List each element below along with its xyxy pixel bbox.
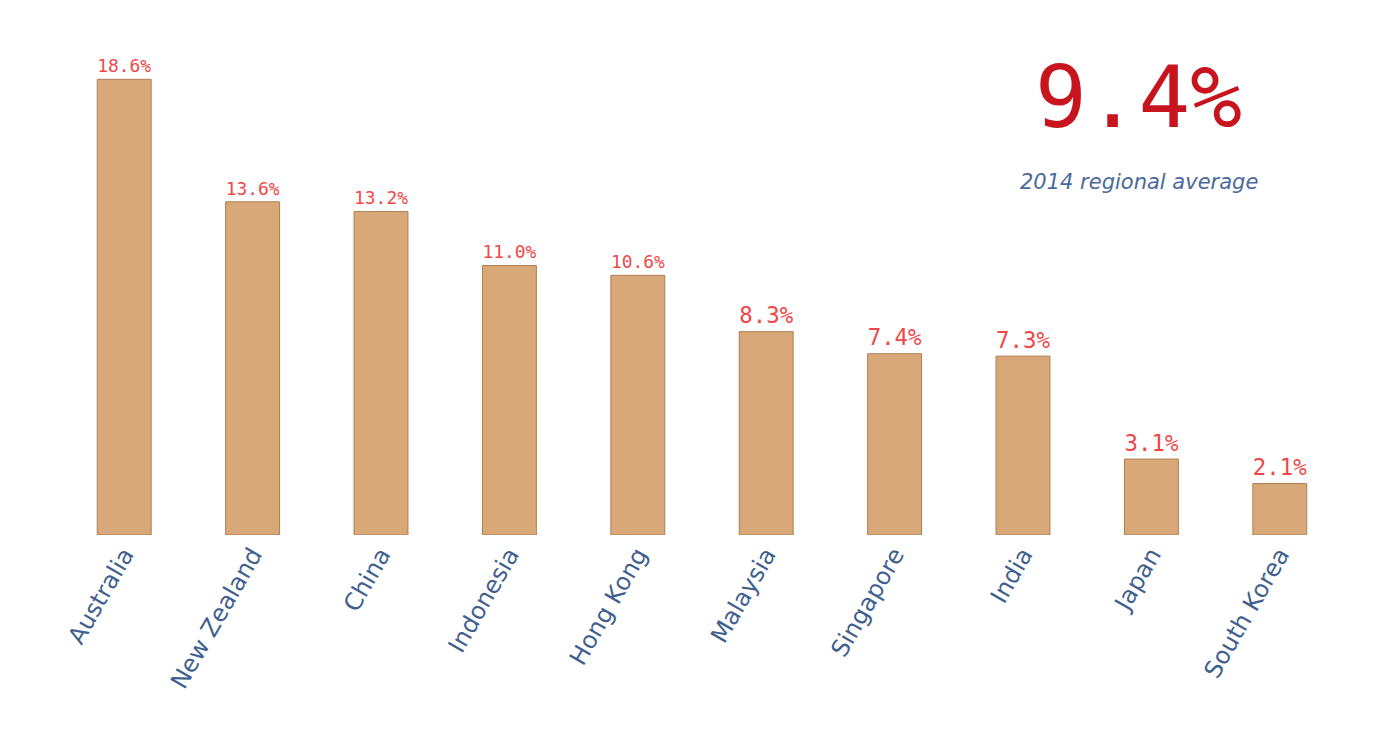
svg-text:13.6%: 13.6%: [226, 178, 280, 199]
svg-text:South Korea: South Korea: [1198, 543, 1295, 683]
svg-text:Singapore: Singapore: [825, 543, 910, 662]
svg-text:11.0%: 11.0%: [482, 241, 536, 262]
svg-text:2014 regional average: 2014 regional average: [1020, 170, 1258, 194]
svg-text:China: China: [338, 543, 397, 616]
svg-text:India: India: [985, 543, 1039, 608]
svg-text:Australia: Australia: [62, 543, 139, 649]
svg-text:Hong Kong: Hong Kong: [564, 543, 653, 670]
svg-text:10.6%: 10.6%: [611, 251, 665, 272]
svg-text:Indonesia: Indonesia: [443, 543, 525, 658]
svg-text:2.1%: 2.1%: [1253, 454, 1307, 480]
svg-text:7.3%: 7.3%: [996, 327, 1050, 353]
svg-text:9.4%: 9.4%: [1035, 47, 1242, 147]
svg-text:3.1%: 3.1%: [1124, 430, 1178, 456]
svg-text:Malaysia: Malaysia: [705, 543, 782, 648]
svg-text:13.2%: 13.2%: [354, 187, 408, 208]
svg-text:New Zealand: New Zealand: [165, 543, 268, 694]
svg-text:7.4%: 7.4%: [868, 324, 922, 350]
svg-text:18.6%: 18.6%: [97, 55, 151, 76]
svg-text:8.3%: 8.3%: [739, 302, 793, 328]
svg-text:Japan: Japan: [1108, 543, 1167, 617]
